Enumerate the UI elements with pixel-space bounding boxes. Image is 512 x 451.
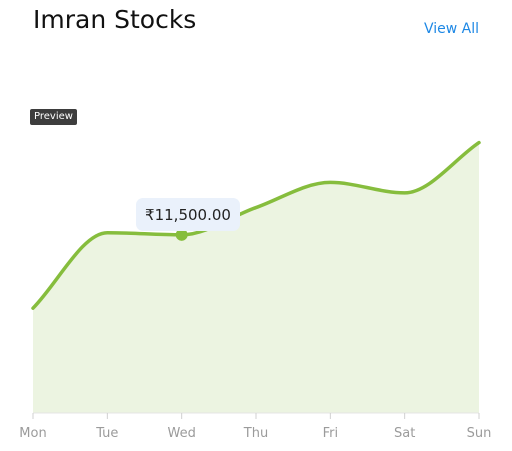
value-tooltip: ₹11,500.00 bbox=[136, 198, 240, 231]
x-tick-label-fri: Fri bbox=[323, 426, 339, 441]
series-line bbox=[31, 140, 481, 310]
x-tick-label-sun: Sun bbox=[467, 426, 492, 441]
x-tick-label-wed: Wed bbox=[167, 426, 195, 441]
series-area bbox=[33, 142, 479, 414]
preview-badge: Preview bbox=[30, 109, 77, 125]
highlight-point[interactable] bbox=[175, 228, 188, 241]
x-tick-label-sat: Sat bbox=[394, 426, 415, 441]
x-tick-label-thu: Thu bbox=[243, 426, 268, 441]
view-all-link[interactable]: View All bbox=[423, 21, 479, 37]
x-tick-label-tue: Tue bbox=[95, 426, 118, 441]
x-tick-label-mon: Mon bbox=[19, 426, 46, 441]
page-title: Imran Stocks bbox=[33, 5, 197, 34]
